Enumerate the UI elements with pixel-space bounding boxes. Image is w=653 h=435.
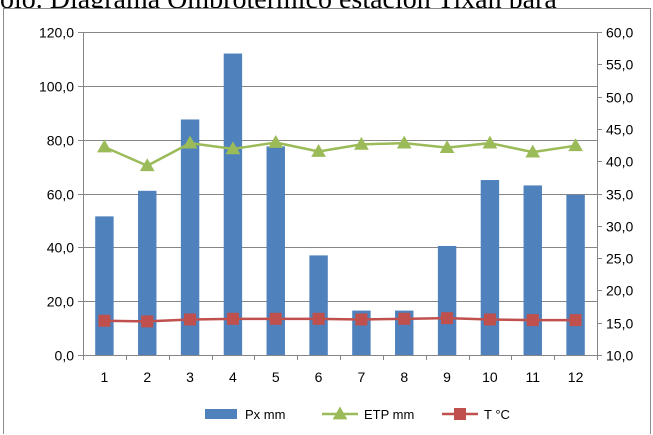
right-axis-tick-label: 20,0 [606,283,633,299]
bar-px-mm [138,190,157,355]
bar-px-mm [266,146,285,355]
left-axis-tick-label: 20,0 [47,294,74,310]
left-axis-tick-label: 40,0 [47,240,74,256]
left-axis-tick-label: 0,0 [55,348,75,364]
point-etp-mm [139,158,155,172]
x-axis-tick-label: 9 [443,369,451,385]
point-etp-mm [482,135,498,149]
left-axis-tick-label: 100,0 [39,79,74,95]
right-axis-tick-label: 40,0 [606,154,633,170]
point-etp-mm [568,138,583,152]
point-t-c [312,312,325,325]
point-etp-mm [525,144,541,158]
right-axis-tick-label: 35,0 [606,187,633,203]
point-t-c [526,314,539,327]
point-etp-mm [354,136,369,150]
point-etp-mm [182,135,198,149]
point-etp-mm [225,141,241,155]
point-t-c [483,313,496,326]
legend-swatch-px-mm [205,409,237,419]
left-axis-tick-label: 60,0 [47,187,74,203]
x-axis-tick-label: 8 [400,369,408,385]
point-t-c [269,312,282,325]
x-axis-tick-label: 10 [482,369,498,385]
bar-px-mm [180,119,200,356]
right-axis-tick-label: 25,0 [606,251,633,267]
bar-px-mm [523,185,542,355]
point-etp-mm [268,134,284,148]
x-axis-tick-label: 1 [101,369,109,385]
gridlines [83,32,597,302]
left-axis-tick-label: 120,0 [39,25,74,41]
x-axis-tick-label: 4 [229,369,237,385]
tick-labels: 0,0 20,0 40,0 60,0 80,0 100,0 120,0 10,0 15,0 20,… [39,25,634,386]
legend: Px mm ETP mm T °C [205,406,510,422]
point-etp-mm [97,139,112,153]
legend-label-t-c: T °C [484,407,510,422]
right-axis-tick-label: 55,0 [606,57,633,73]
x-axis-tick-label: 11 [525,369,540,385]
point-etp-mm [439,140,455,154]
series-line-etp-mm [103,141,576,167]
point-t-c [355,313,368,326]
bar-px-mm [223,53,243,356]
axes [78,32,602,360]
right-axis-tick-label: 45,0 [606,122,633,138]
point-t-c [441,312,454,325]
point-t-c [141,315,154,328]
bar-px-mm [566,194,585,355]
x-axis-tick-label: 6 [315,369,323,385]
point-t-c [569,314,582,327]
bar-px-mm [95,216,114,355]
chart-frame: 0,0 20,0 40,0 60,0 80,0 100,0 120,0 10,0 15,0 20,… [3,8,651,434]
point-etp-mm [396,135,412,149]
right-axis-tick-label: 30,0 [606,219,633,235]
legend-label-px-mm: Px mm [245,407,285,422]
bar-series-px-mm [95,53,585,356]
legend-marker-t-c [454,408,466,420]
point-t-c [398,312,411,325]
x-axis-tick-label: 3 [186,369,194,385]
right-axis-tick-label: 15,0 [606,316,633,332]
bar-px-mm [437,245,457,355]
x-axis-tick-label: 2 [143,369,151,385]
series-line-t-c [104,316,576,323]
point-t-c [184,313,197,326]
line-series [97,134,583,328]
bar-px-mm [480,180,500,355]
legend-marker-etp-mm [332,406,348,420]
right-axis-tick-label: 50,0 [606,90,633,106]
right-axis-tick-label: 10,0 [606,348,633,364]
x-axis-tick-label: 5 [272,369,280,385]
x-axis-tick-label: 12 [568,369,584,385]
right-axis-tick-label: 60,0 [606,25,633,41]
point-t-c [226,312,239,325]
combo-chart: 0,0 20,0 40,0 60,0 80,0 100,0 120,0 10,0 15,0 20,… [39,25,634,423]
left-axis-tick-label: 80,0 [47,133,74,149]
point-t-c [98,314,111,327]
point-etp-mm [311,144,326,157]
bar-px-mm [309,255,328,355]
legend-label-etp-mm: ETP mm [364,407,414,422]
x-axis-tick-label: 7 [358,369,366,385]
